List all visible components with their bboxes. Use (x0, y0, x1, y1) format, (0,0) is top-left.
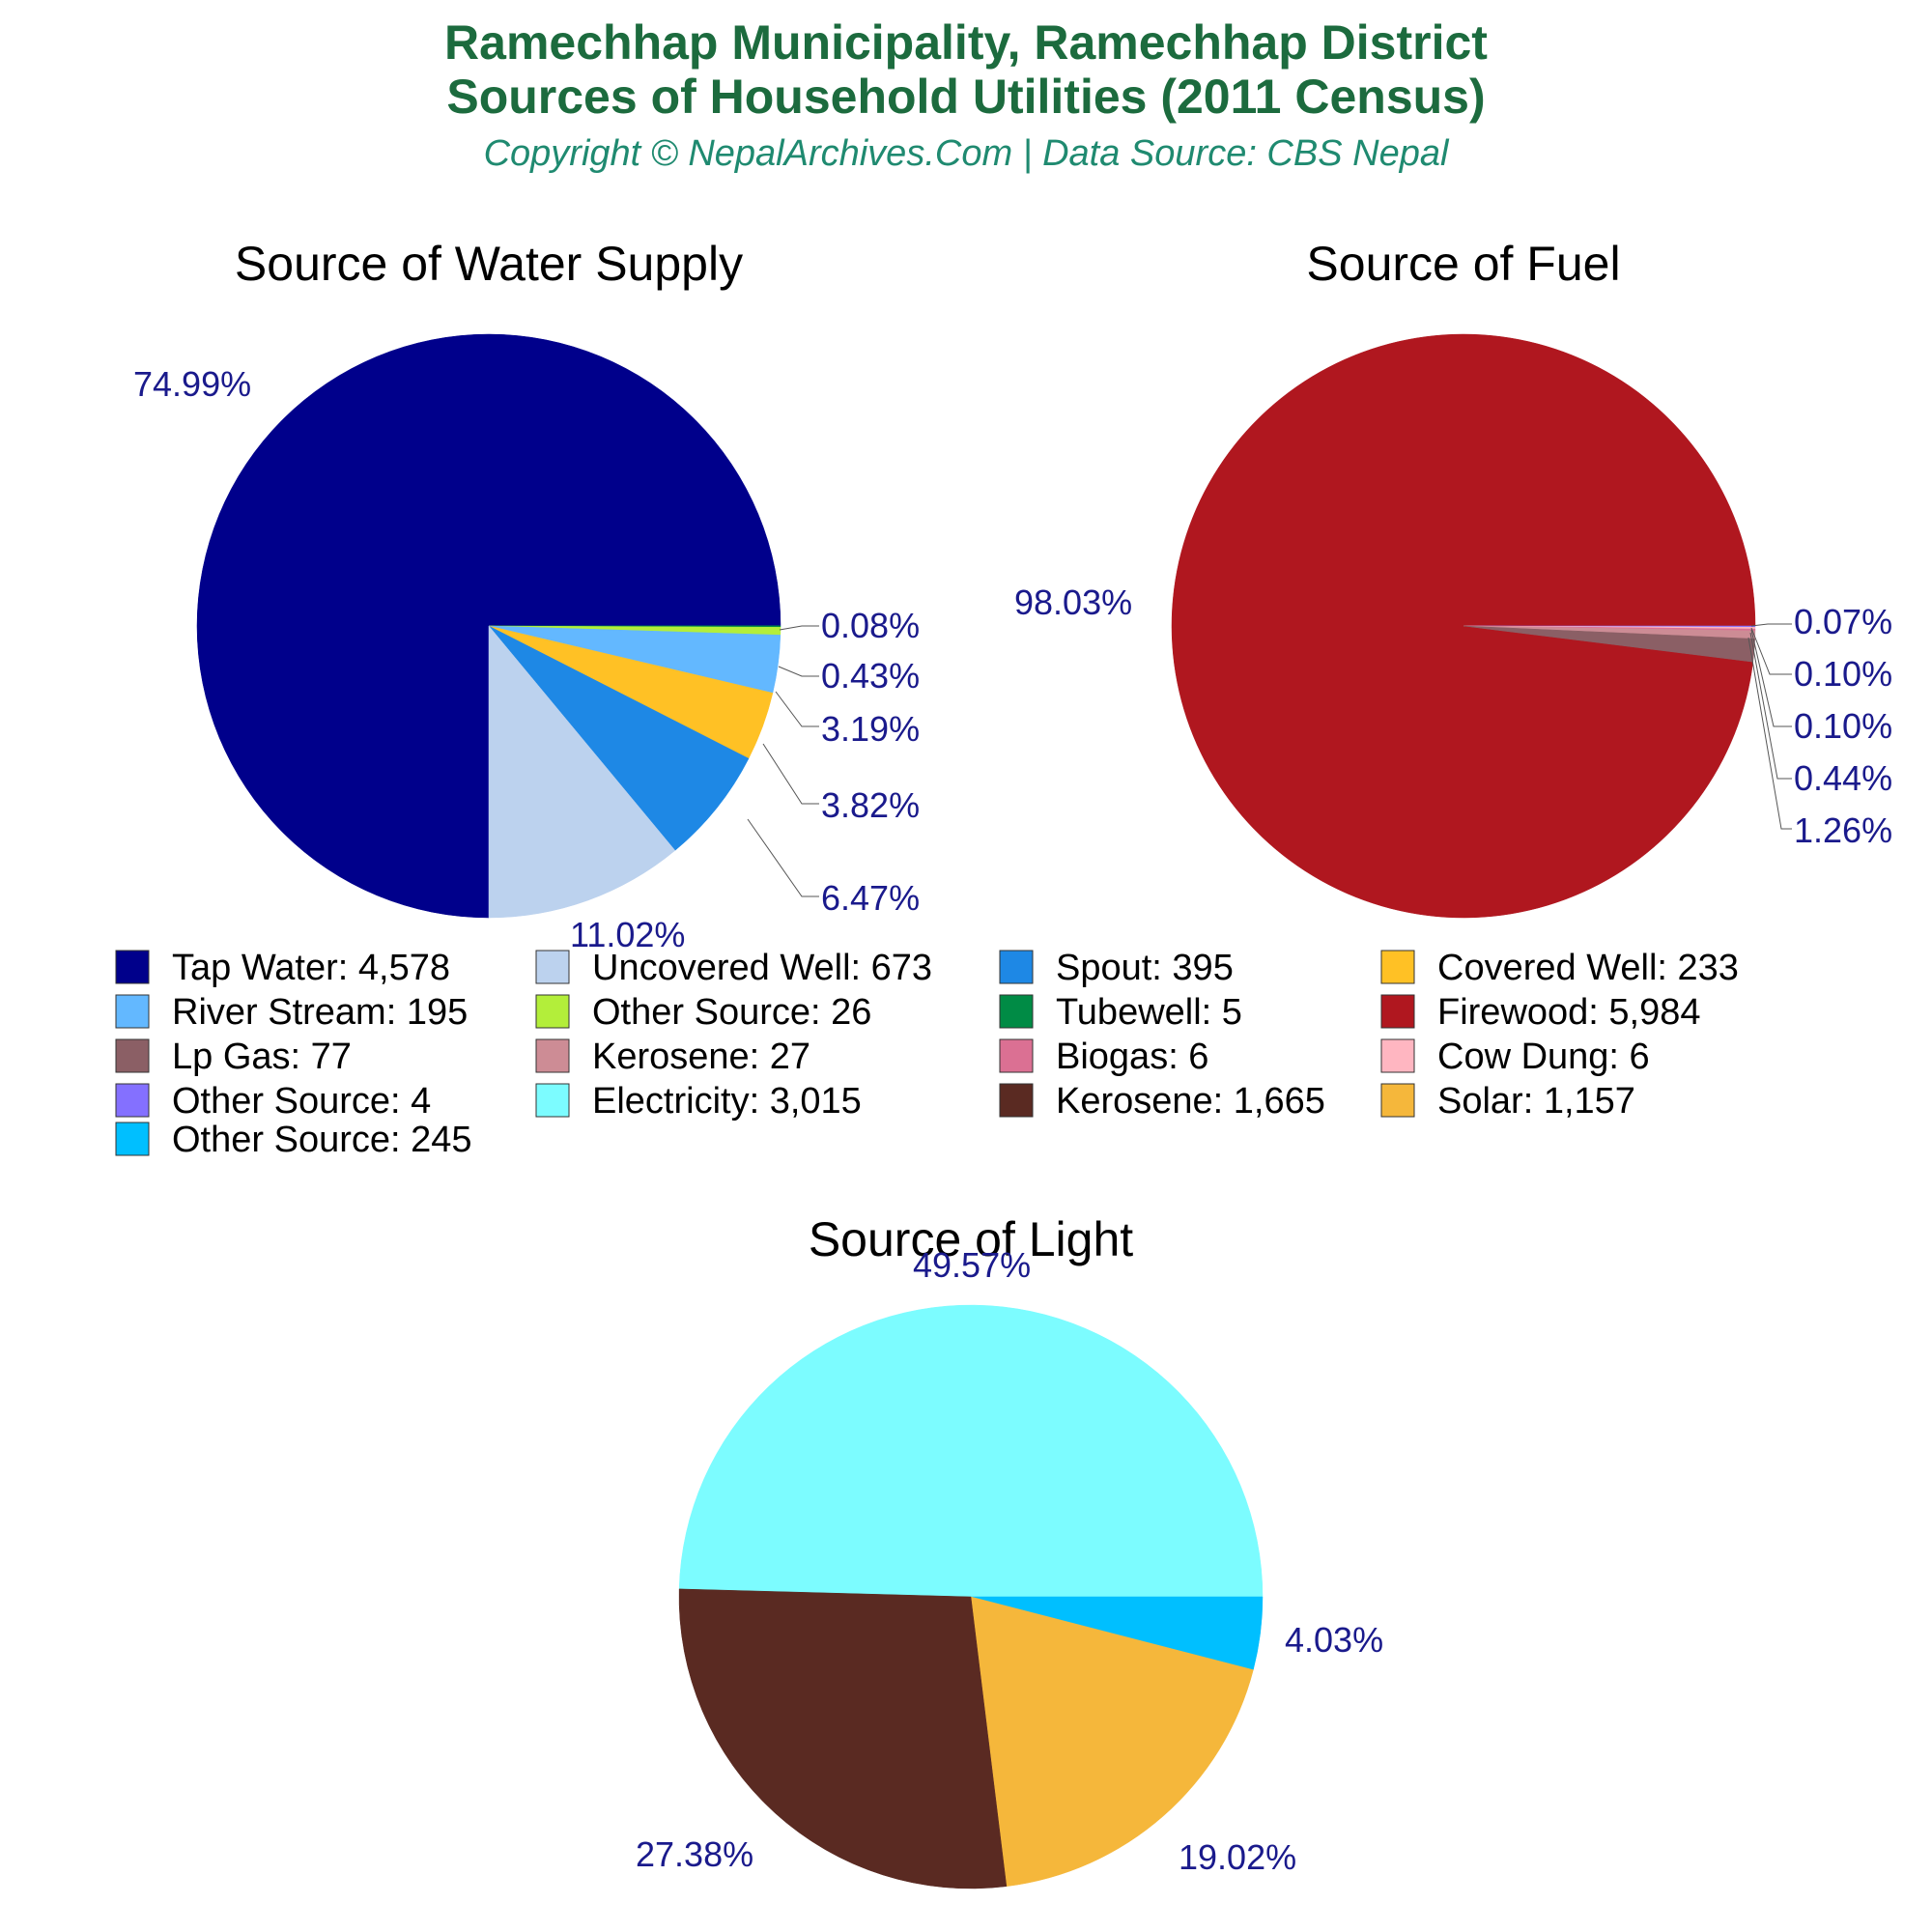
leader-line-source-of-fuel-biogas (1750, 629, 1792, 727)
pct-label-source-of-water-supply-river-stream: 3.19% (821, 709, 920, 749)
leader-line-source-of-water-supply-other-source (778, 666, 819, 677)
pie-slice-source-of-water-supply-spout (488, 625, 750, 851)
leader-line-source-of-fuel-other-source (1750, 623, 1792, 627)
legend-swatch-lp-gas-77 (115, 1038, 150, 1073)
legend-label-tubewell-5: Tubewell: 5 (1056, 992, 1242, 1033)
chart-title-line1: Ramechhap Municipality, Ramechhap Distri… (444, 15, 1488, 70)
legend-label-uncovered-well-673: Uncovered Well: 673 (592, 948, 932, 988)
pct-label-source-of-fuel-cow-dung: 0.10% (1794, 654, 1892, 694)
pct-label-source-of-fuel-other-source: 0.07% (1794, 602, 1892, 641)
legend-swatch-biogas-6 (999, 1038, 1034, 1073)
legend-label-biogas-6: Biogas: 6 (1056, 1037, 1208, 1077)
legend-label-lp-gas-77: Lp Gas: 77 (172, 1037, 352, 1077)
pct-label-source-of-water-supply-covered-well: 3.82% (821, 785, 920, 825)
chart-header: Ramechhap Municipality, Ramechhap Distri… (0, 0, 1932, 175)
pie-title-source-of-light: Source of Light (809, 1212, 1133, 1266)
pct-label-source-of-water-supply-uncovered-well: 11.02% (570, 915, 685, 954)
pct-label-source-of-water-supply-tap-water: 74.99% (133, 364, 251, 404)
legend-swatch-other-source-26 (535, 994, 570, 1029)
pct-label-source-of-light-electricity: 49.57% (913, 1245, 1031, 1285)
pie-slice-source-of-water-supply-tap-water (196, 333, 781, 919)
pct-label-source-of-light-solar: 19.02% (1179, 1837, 1296, 1877)
leader-line-source-of-fuel-cow-dung (1750, 627, 1792, 675)
legend-swatch-tubewell-5 (999, 994, 1034, 1029)
legend-swatch-other-source-4 (115, 1083, 150, 1118)
chart-title-line2: Sources of Household Utilities (2011 Cen… (446, 70, 1486, 124)
legend-swatch-kerosene-27 (535, 1038, 570, 1073)
pct-label-source-of-water-supply-spout: 6.47% (821, 878, 920, 918)
leader-line-source-of-fuel-kerosene (1749, 632, 1792, 780)
legend-label-spout-395: Spout: 395 (1056, 948, 1234, 988)
pct-label-source-of-water-supply-other-source: 0.43% (821, 656, 920, 696)
legend-swatch-firewood-5-984 (1380, 994, 1415, 1029)
legend-label-cow-dung-6: Cow Dung: 6 (1437, 1037, 1650, 1077)
pct-label-source-of-fuel-firewood: 98.03% (1014, 582, 1132, 622)
legend-label-other-source-26: Other Source: 26 (592, 992, 871, 1033)
legend-swatch-covered-well-233 (1380, 950, 1415, 984)
pct-label-source-of-fuel-kerosene: 0.44% (1794, 758, 1892, 798)
legend-label-kerosene-1-665: Kerosene: 1,665 (1056, 1081, 1325, 1122)
leader-line-source-of-water-supply-river-stream (775, 691, 819, 727)
legend-swatch-river-stream-195 (115, 994, 150, 1029)
leader-line-source-of-fuel-lp-gas (1747, 637, 1792, 830)
leader-line-source-of-water-supply-tubewell (779, 625, 819, 631)
legend-swatch-kerosene-1-665 (999, 1083, 1034, 1118)
chart-subtitle: Copyright © NepalArchives.Com | Data Sou… (483, 133, 1449, 174)
legend-label-firewood-5-984: Firewood: 5,984 (1437, 992, 1701, 1033)
pie-title-source-of-fuel: Source of Fuel (1306, 237, 1620, 291)
pct-label-source-of-light-kerosene: 27.38% (636, 1834, 753, 1874)
pie-slice-source-of-water-supply-uncovered-well (488, 625, 676, 919)
pie-slice-source-of-light-solar (970, 1596, 1254, 1888)
pie-slice-source-of-light-electricity (678, 1304, 1264, 1598)
legend-swatch-cow-dung-6 (1380, 1038, 1415, 1073)
legend-label-other-source-245: Other Source: 245 (172, 1120, 472, 1160)
legend-label-kerosene-27: Kerosene: 27 (592, 1037, 810, 1077)
legend-swatch-uncovered-well-673 (535, 950, 570, 984)
legend-label-electricity-3-015: Electricity: 3,015 (592, 1081, 862, 1122)
legend-swatch-electricity-3-015 (535, 1083, 570, 1118)
pct-label-source-of-water-supply-tubewell: 0.08% (821, 606, 920, 645)
legend-label-solar-1-157: Solar: 1,157 (1437, 1081, 1635, 1122)
legend-swatch-spout-395 (999, 950, 1034, 984)
leader-line-source-of-water-supply-covered-well (762, 743, 819, 805)
leader-line-source-of-water-supply-spout (747, 818, 819, 897)
pct-label-source-of-light-other-source: 4.03% (1285, 1620, 1383, 1660)
pct-label-source-of-fuel-biogas: 0.10% (1794, 706, 1892, 746)
pct-label-source-of-fuel-lp-gas: 1.26% (1794, 810, 1892, 850)
legend-label-covered-well-233: Covered Well: 233 (1437, 948, 1739, 988)
legend-swatch-other-source-245 (115, 1122, 150, 1156)
legend-label-other-source-4: Other Source: 4 (172, 1081, 431, 1122)
legend-label-tap-water-4-578: Tap Water: 4,578 (172, 948, 450, 988)
pie-slice-source-of-light-kerosene (678, 1588, 1008, 1889)
legend-label-river-stream-195: River Stream: 195 (172, 992, 468, 1033)
pie-title-source-of-water-supply: Source of Water Supply (235, 237, 743, 291)
legend-swatch-solar-1-157 (1380, 1083, 1415, 1118)
legend-swatch-tap-water-4-578 (115, 950, 150, 984)
